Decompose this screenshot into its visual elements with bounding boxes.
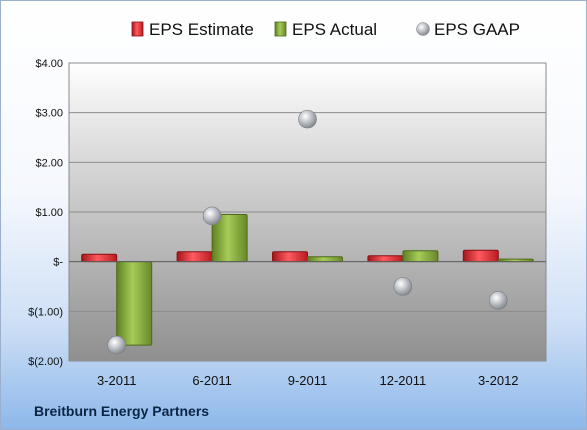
y-tick-label: $3.00 — [35, 108, 63, 120]
y-tick-label: $4.00 — [35, 58, 63, 70]
x-tick-label: 9-2011 — [288, 373, 328, 388]
estimate-bar — [81, 253, 118, 263]
estimate-bar — [367, 255, 404, 263]
x-tick-label: 3-2012 — [478, 373, 518, 388]
actual-bar — [116, 261, 153, 346]
x-tick-label: 6-2011 — [192, 373, 232, 388]
actual-bar — [402, 250, 439, 263]
actual-bar — [307, 256, 343, 263]
legend-swatch-estimate — [131, 21, 144, 37]
legend: EPS Estimate EPS Actual EPS GAAP — [131, 20, 520, 39]
legend-label: EPS GAAP — [434, 20, 520, 39]
y-tick-label: $(2.00) — [28, 356, 63, 368]
y-tick-label: $2.00 — [35, 157, 63, 169]
gaap-point — [298, 109, 317, 129]
bars — [81, 213, 534, 346]
x-axis-ticks: 3-2011 6-2011 9-2011 12-2011 3-2012 — [97, 373, 519, 388]
gaap-point — [202, 206, 222, 226]
gaap-point — [488, 291, 508, 310]
gaap-point — [107, 335, 126, 355]
y-tick-label: $- — [53, 257, 63, 269]
legend-label: EPS Estimate — [149, 20, 254, 39]
gaap-points — [107, 109, 508, 355]
legend-label: EPS Actual — [292, 20, 377, 39]
gaap-point — [393, 277, 413, 296]
estimate-bar — [272, 251, 308, 263]
legend-swatch-gaap — [416, 22, 430, 36]
y-axis-ticks: $4.00 $3.00 $2.00 $1.00 $- $(1.00) $(2.00) — [28, 58, 63, 368]
estimate-bar — [176, 251, 213, 263]
company-name: Breitburn Energy Partners — [34, 403, 210, 419]
legend-swatch-actual — [274, 21, 287, 37]
x-tick-label: 12-2011 — [380, 373, 427, 388]
estimate-bar — [462, 249, 499, 263]
y-tick-label: $1.00 — [35, 207, 63, 219]
x-tick-label: 3-2011 — [97, 373, 137, 388]
y-tick-label: $(1.00) — [28, 306, 63, 318]
